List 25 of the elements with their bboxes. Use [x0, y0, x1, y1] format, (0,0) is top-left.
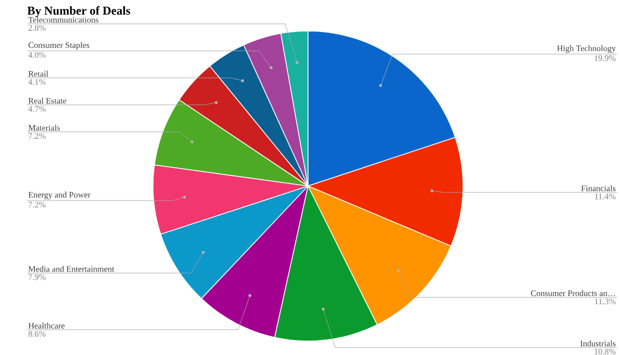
data-label: 10.8% [594, 348, 616, 354]
chart-title: By Number of Deals [27, 6, 130, 17]
slice-label: Financials [581, 185, 616, 191]
data-label: 4.0% [28, 52, 46, 58]
slice-label: Real Estate [28, 97, 66, 104]
slice-label: Healthcare [28, 322, 65, 328]
slice-label: High Technology [557, 44, 616, 53]
data-label: 11.3% [595, 298, 616, 304]
slice-label: Energy and Power [28, 191, 91, 200]
slice-label: Consumer Staples [28, 42, 90, 50]
slice-label: Consumer Products an… [531, 290, 615, 296]
data-label: 4.1% [28, 78, 46, 85]
data-label: 19.9% [594, 55, 616, 61]
data-label: 7.2% [28, 132, 46, 139]
data-label: 7.9% [28, 274, 46, 280]
data-label: 4.7% [28, 106, 46, 112]
slice-label: Media and Entertainment [28, 266, 114, 272]
data-label: 2.8% [28, 24, 46, 31]
slice-label: Retail [28, 70, 48, 76]
slice-label: Telecommunications [28, 16, 98, 22]
slice-label: Industrials [580, 340, 616, 346]
data-label: 11.4% [595, 193, 616, 200]
slice-label: Materials [28, 124, 60, 130]
data-label: 8.6% [28, 330, 46, 337]
data-label: 7.2% [28, 202, 46, 208]
